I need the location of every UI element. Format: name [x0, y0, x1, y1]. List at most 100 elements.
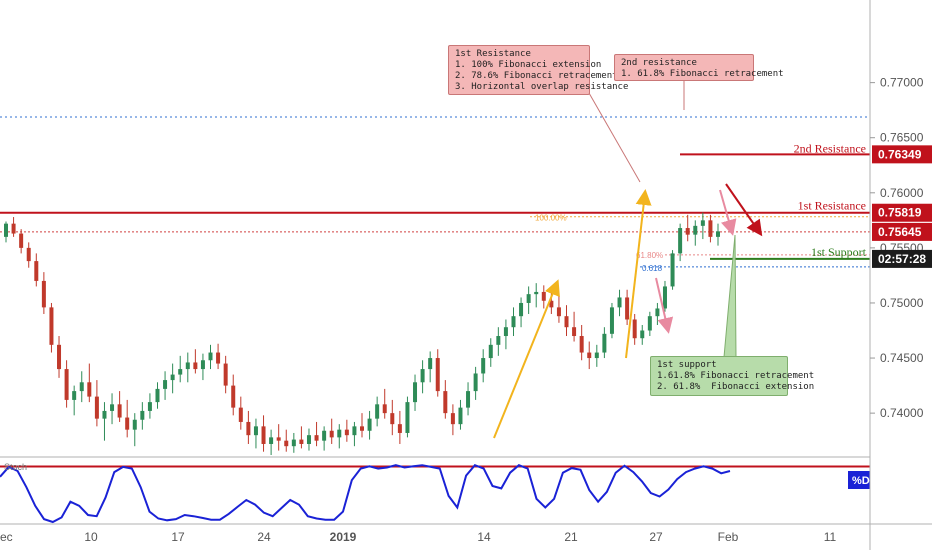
candle-body: [41, 280, 46, 308]
candle-body: [72, 391, 77, 400]
candle-body: [435, 358, 440, 392]
candle-body: [413, 382, 418, 403]
candle-body: [185, 362, 190, 370]
candle-body: [685, 228, 690, 235]
candle-body: [594, 352, 599, 359]
candle-body: [647, 316, 652, 331]
current-price-tag: 0.75645: [878, 225, 922, 239]
countdown-tag-bg: [872, 249, 932, 268]
candle-body: [34, 261, 39, 281]
fib-100-label: 100.00%: [535, 214, 567, 223]
candle-body: [231, 385, 236, 408]
candle-body: [655, 308, 660, 317]
candle-body: [564, 316, 569, 328]
yellow-impulse-arrow: [493, 279, 560, 439]
red-projection-arrow: [725, 183, 763, 237]
candle-body: [700, 220, 705, 226]
candle-body: [79, 382, 84, 392]
candle-body: [678, 228, 683, 254]
x-tick-label: 27: [649, 530, 663, 544]
candle-body: [246, 421, 251, 436]
candle-body: [253, 426, 258, 436]
candle-body: [125, 417, 130, 430]
candle-body: [49, 307, 54, 345]
candle-body: [450, 413, 455, 425]
x-tick-label: 2019: [330, 530, 357, 544]
candle-body: [344, 429, 349, 436]
candle-body: [193, 362, 198, 370]
x-tick-label: Feb: [718, 530, 739, 544]
candle-body: [299, 439, 304, 444]
y-tick-label: 0.77000: [880, 76, 924, 90]
candle-body: [329, 430, 334, 438]
candle-body: [284, 440, 289, 447]
current-price-tag-bg: [872, 222, 932, 241]
first-support-label: 1st Support: [811, 245, 867, 259]
candle-body: [587, 352, 592, 359]
x-tick-label: ec: [0, 530, 13, 544]
candle-body: [503, 327, 508, 337]
candle-body: [526, 294, 531, 303]
candle-body: [670, 253, 675, 287]
candle-body: [473, 373, 478, 392]
candle-body: [314, 435, 319, 441]
candle-body: [147, 402, 152, 411]
y-tick-label: 0.74000: [880, 406, 924, 420]
candle-body: [549, 300, 554, 308]
candle-body: [261, 426, 266, 444]
x-tick-label: 14: [477, 530, 491, 544]
fib-618-label: 61.80%: [636, 251, 663, 260]
countdown-tag: 02:57:28: [878, 252, 926, 266]
candle-body: [110, 404, 115, 411]
candle-body: [276, 437, 281, 441]
first-support-pointer: [723, 234, 737, 358]
candle-body: [178, 369, 183, 375]
candle-body: [306, 435, 311, 444]
first-support-note: 1st support 1.61.8% Fibonacci retracemen…: [650, 356, 814, 396]
candle-body: [519, 302, 524, 317]
first-resistance-label: 1st Resistance: [798, 199, 866, 213]
candle-body: [4, 223, 8, 237]
first-resistance-pointer: [584, 85, 641, 183]
candle-body: [140, 410, 145, 420]
candle-body: [458, 407, 463, 425]
y-tick-label: 0.74500: [880, 351, 924, 365]
candle-body: [511, 316, 516, 328]
stoch-mode-badge: %D: [852, 475, 870, 487]
candle-body: [579, 336, 584, 353]
candle-body: [11, 223, 16, 234]
stoch-name: Stoch: [4, 462, 27, 472]
candle-body: [625, 297, 630, 320]
candles: [4, 212, 720, 455]
candle-body: [170, 374, 175, 381]
candle-body: [117, 404, 122, 418]
candle-body: [360, 426, 364, 431]
y-tick-label: 0.76500: [880, 131, 924, 145]
candle-body: [662, 286, 667, 309]
x-tick-label: 10: [84, 530, 98, 544]
candle-body: [617, 297, 622, 308]
stoch-d-line: [0, 464, 731, 524]
x-tick-label: 24: [257, 530, 271, 544]
candle-body: [208, 352, 213, 361]
candle-body: [367, 418, 372, 431]
candle-body: [541, 291, 546, 301]
candle-body: [602, 333, 607, 353]
candle-body: [716, 231, 720, 237]
candle-body: [291, 439, 296, 447]
candle-body: [238, 407, 243, 422]
y-tick-label: 0.75000: [880, 296, 924, 310]
candle-body: [693, 225, 698, 235]
y-tick-label: 0.76000: [880, 186, 924, 200]
candle-body: [556, 307, 561, 317]
stoch-mode-badge-bg: [848, 471, 874, 489]
candle-body: [405, 402, 410, 433]
candle-body: [382, 404, 387, 414]
candle-body: [223, 363, 228, 386]
candle-body: [163, 380, 168, 389]
first-resistance-tag: 0.75819: [878, 206, 922, 220]
candle-body: [640, 330, 645, 339]
